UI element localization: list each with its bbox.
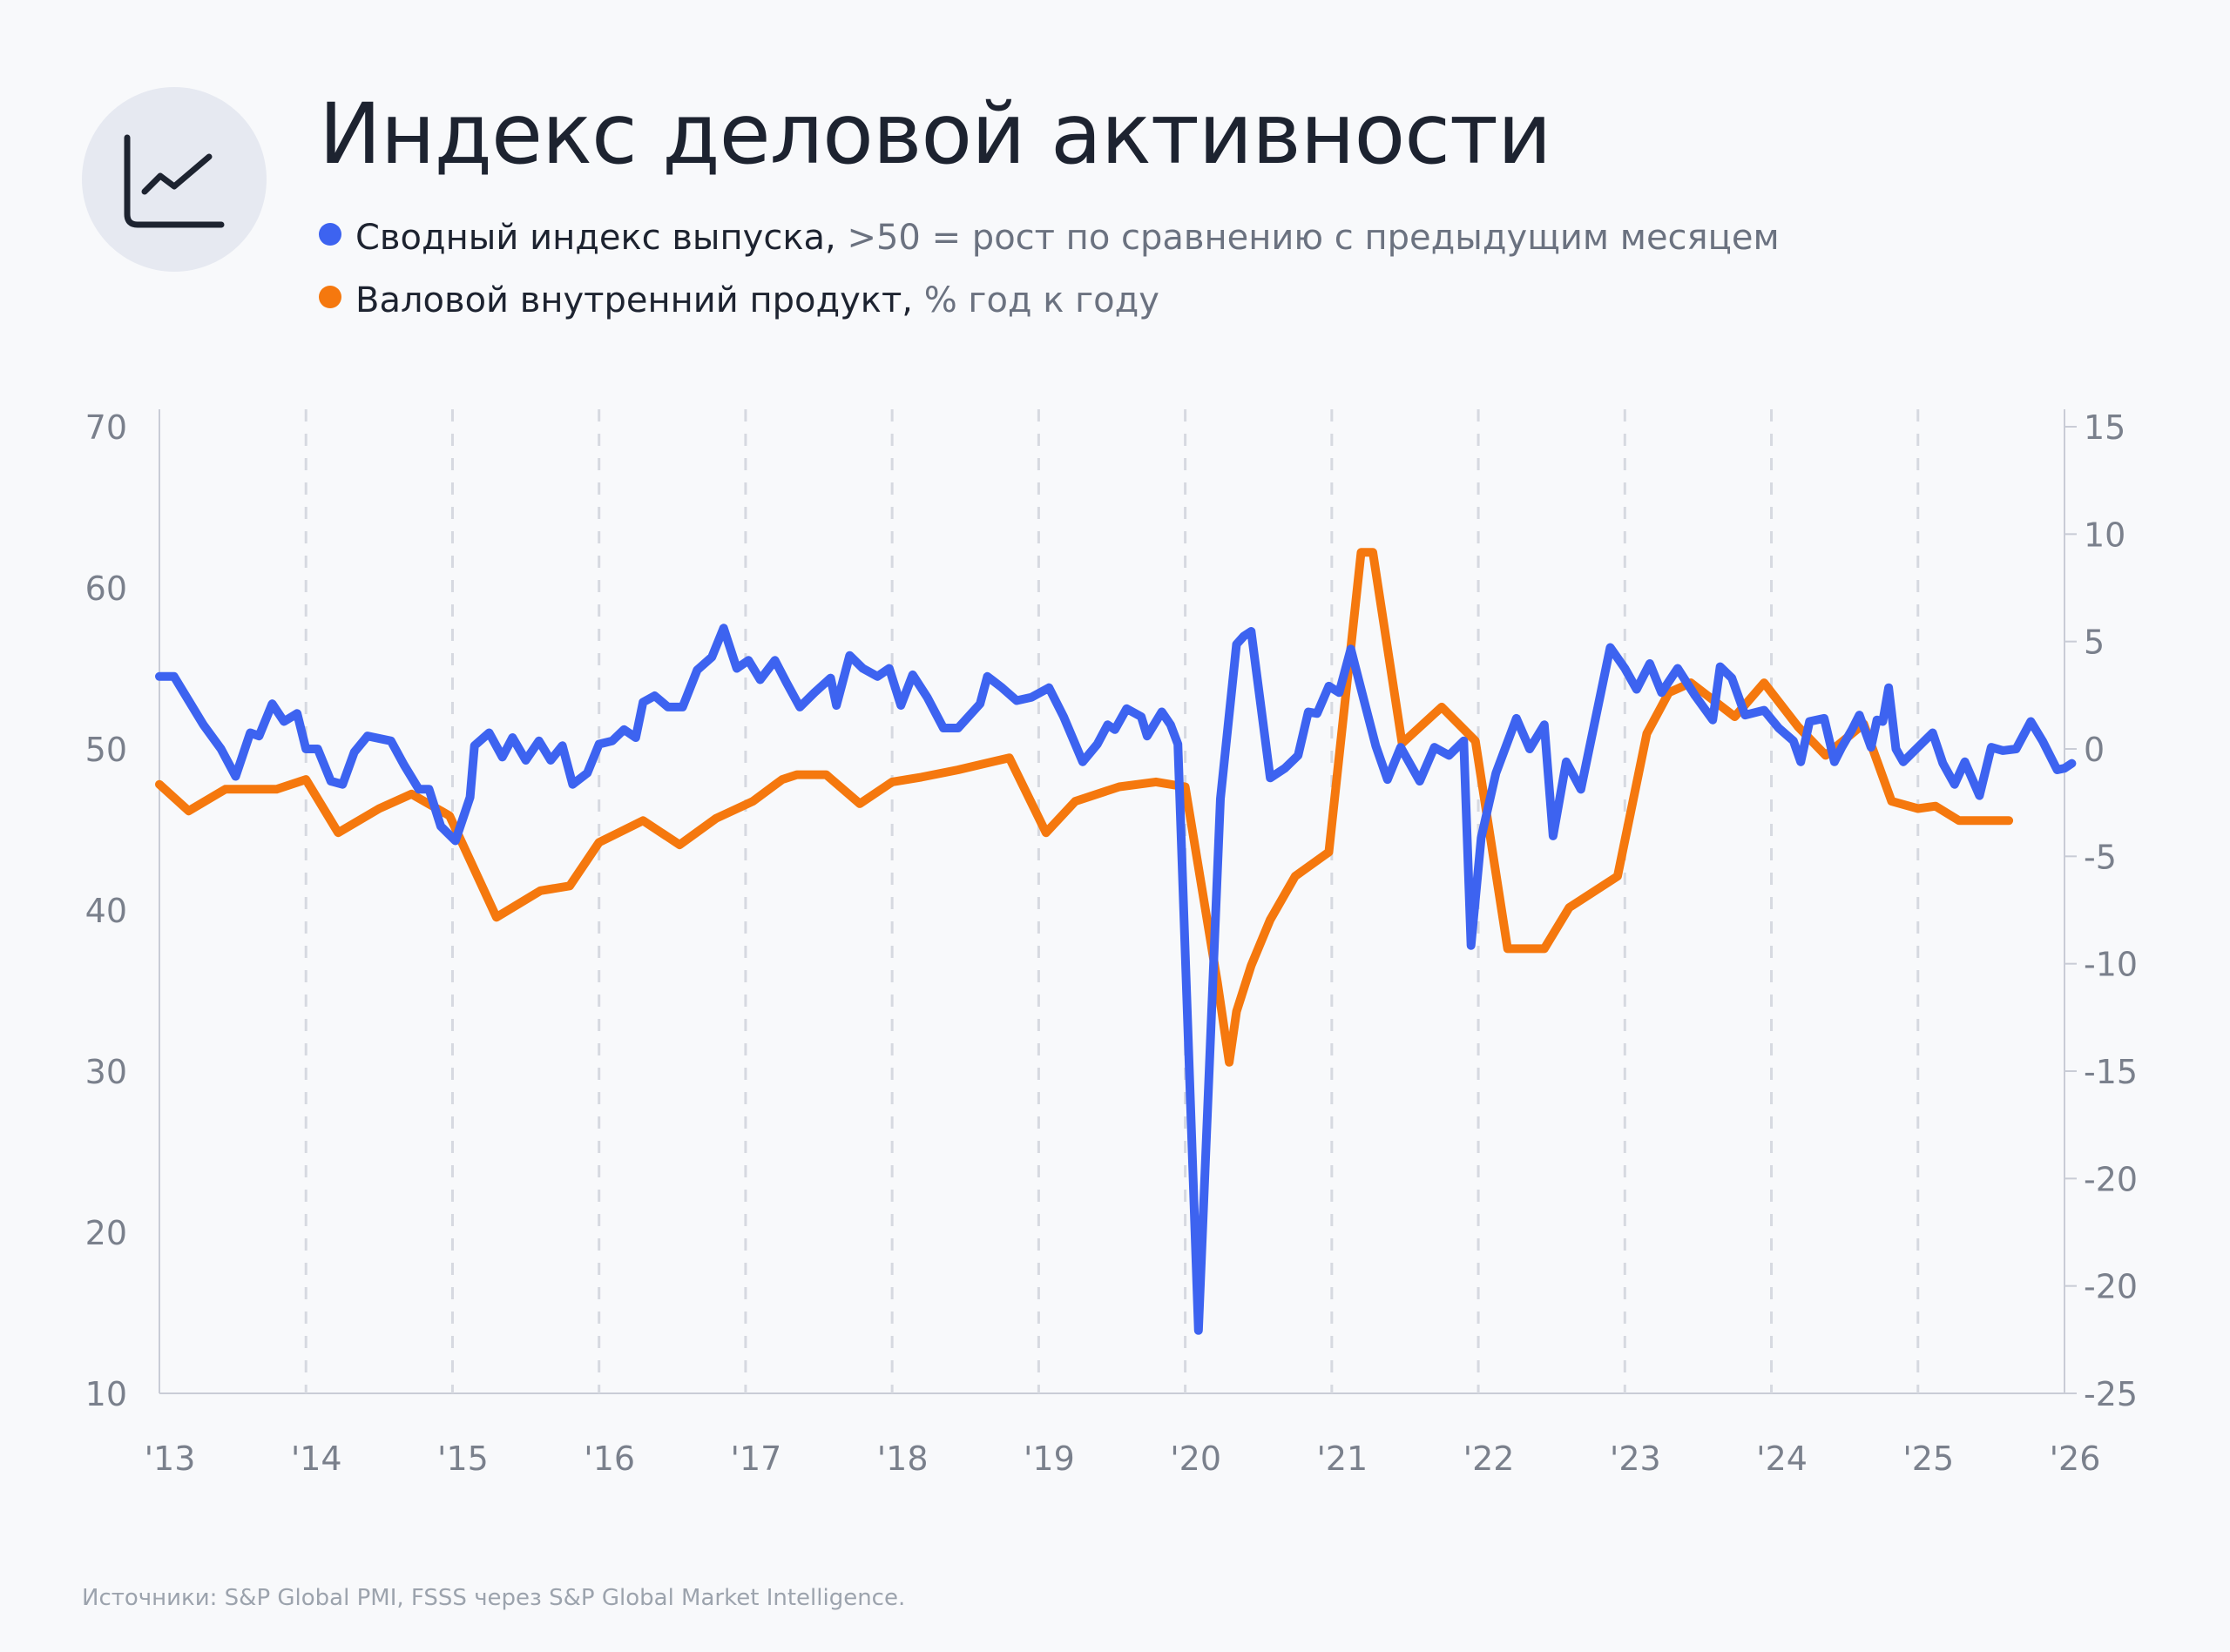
series-line-pmi [155,624,2077,1335]
logo-badge [82,87,267,272]
page-title: Индекс деловой активности [319,85,1551,183]
x-tick-label: '17 [731,1440,782,1478]
x-tick-label: '20 [1170,1440,1221,1478]
x-tick-label: '21 [1316,1440,1368,1478]
y-left-tick-label: 20 [85,1214,127,1252]
y-right-tick-label: 15 [2084,408,2125,447]
x-tick-label: '22 [1463,1440,1515,1478]
legend-item-gdp: Валовой внутренний продукт, % год к году [319,280,1159,320]
y-right-tick-label: -5 [2084,838,2117,876]
y-left-tick-label: 60 [85,570,127,608]
y-right-tick-label: 0 [2084,731,2105,769]
x-tick-label: '25 [1902,1440,1954,1478]
legend-note-pmi: >50 = рост по сравнению с предыдущим мес… [847,218,1780,258]
y-left-tick-label: 50 [85,731,127,769]
y-left-tick-label: 10 [85,1375,127,1413]
x-tick-label: '26 [2050,1440,2101,1478]
y-right-tick-label: -20 [2084,1160,2138,1198]
line-chart-icon [124,134,225,228]
x-tick-label: '23 [1610,1440,1661,1478]
x-tick-label: '15 [437,1440,489,1478]
legend-note-gdp: % год к году [923,280,1159,320]
x-tick-label: '14 [291,1440,342,1478]
legend-item-pmi: Сводный индекс выпуска, >50 = рост по ср… [319,218,1780,258]
legend-label-pmi: Сводный индекс выпуска, [355,218,836,258]
source-note: Источники: S&P Global PMI, FSSS через S&… [82,1585,906,1611]
x-tick-label: '13 [145,1440,196,1478]
x-tick-label: '16 [584,1440,635,1478]
x-tick-label: '18 [877,1440,929,1478]
y-left-tick-label: 30 [85,1053,127,1091]
x-tick-label: '19 [1024,1440,1075,1478]
y-left-tick-label: 70 [85,408,127,447]
y-right-tick-label: 5 [2084,624,2105,662]
y-right-tick-label: 10 [2084,516,2125,554]
y-right-tick-label: -10 [2084,946,2138,984]
series-line-gdp [155,548,2014,1067]
legend-dot-pmi [319,223,341,246]
y-right-tick-label: -15 [2084,1053,2138,1091]
x-tick-label: '24 [1756,1440,1808,1478]
y-right-tick-label: -20 [2084,1268,2138,1306]
y-left-tick-label: 40 [85,892,127,930]
legend-label-gdp: Валовой внутренний продукт, [355,280,913,320]
legend-dot-gdp [319,286,341,308]
y-right-tick-label: -25 [2084,1375,2138,1413]
